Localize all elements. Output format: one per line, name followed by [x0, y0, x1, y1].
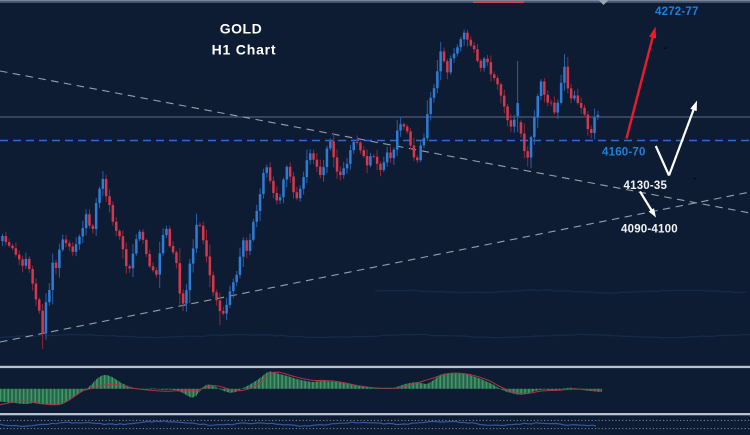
svg-text:GOLD: GOLD — [220, 21, 262, 37]
svg-text:4272-77: 4272-77 — [655, 6, 699, 18]
svg-text:4130-35: 4130-35 — [624, 180, 668, 192]
svg-text:4090-4100: 4090-4100 — [621, 224, 678, 236]
svg-text:H1 Chart: H1 Chart — [212, 42, 277, 58]
svg-text:4160-70: 4160-70 — [602, 147, 646, 159]
